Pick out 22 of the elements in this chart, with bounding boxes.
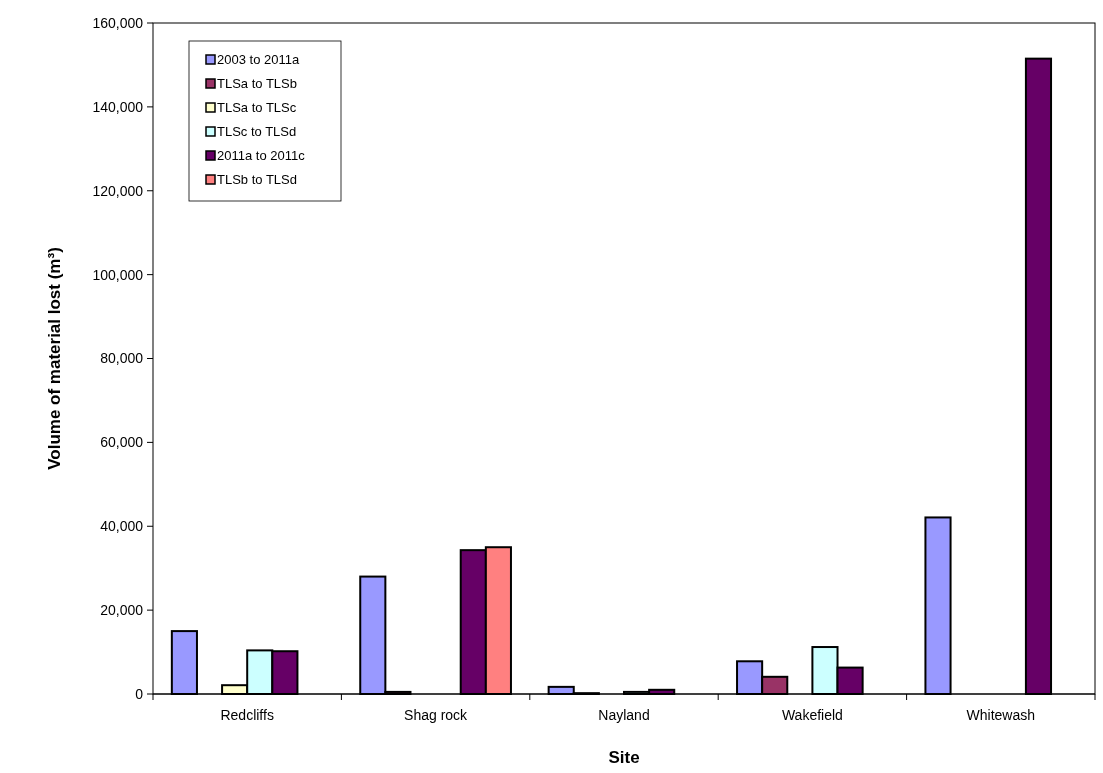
y-tick-label: 140,000 — [92, 98, 144, 115]
x-tick-label: Redcliffs — [220, 707, 274, 723]
y-tick-label: 0 — [135, 685, 144, 702]
y-tick-label: 80,000 — [100, 350, 144, 367]
legend-label: TLSa to TLSc — [217, 100, 297, 115]
legend-label: TLSb to TLSd — [217, 172, 297, 187]
legend-label: TLSc to TLSd — [217, 124, 297, 139]
legend-label: 2003 to 2011a — [217, 52, 300, 67]
y-tick-label: 40,000 — [100, 518, 144, 535]
legend-label: 2011a to 2011c — [217, 148, 306, 163]
x-tick-label: Nayland — [598, 707, 650, 723]
y-tick-label: 20,000 — [100, 602, 144, 619]
y-tick-label: 120,000 — [92, 182, 144, 199]
x-tick-label: Whitewash — [966, 707, 1036, 723]
y-tick-label: 60,000 — [100, 434, 144, 451]
x-tick-label: Wakefield — [781, 707, 843, 723]
legend-label: TLSa to TLSb — [217, 76, 297, 91]
y-axis-title: Volume of material lost (m³) — [45, 247, 64, 470]
y-tick-label: 100,000 — [92, 266, 144, 283]
y-tick-label: 160,000 — [92, 14, 144, 31]
x-tick-label: Shag rock — [404, 707, 469, 723]
x-axis-title: Site — [608, 748, 640, 767]
